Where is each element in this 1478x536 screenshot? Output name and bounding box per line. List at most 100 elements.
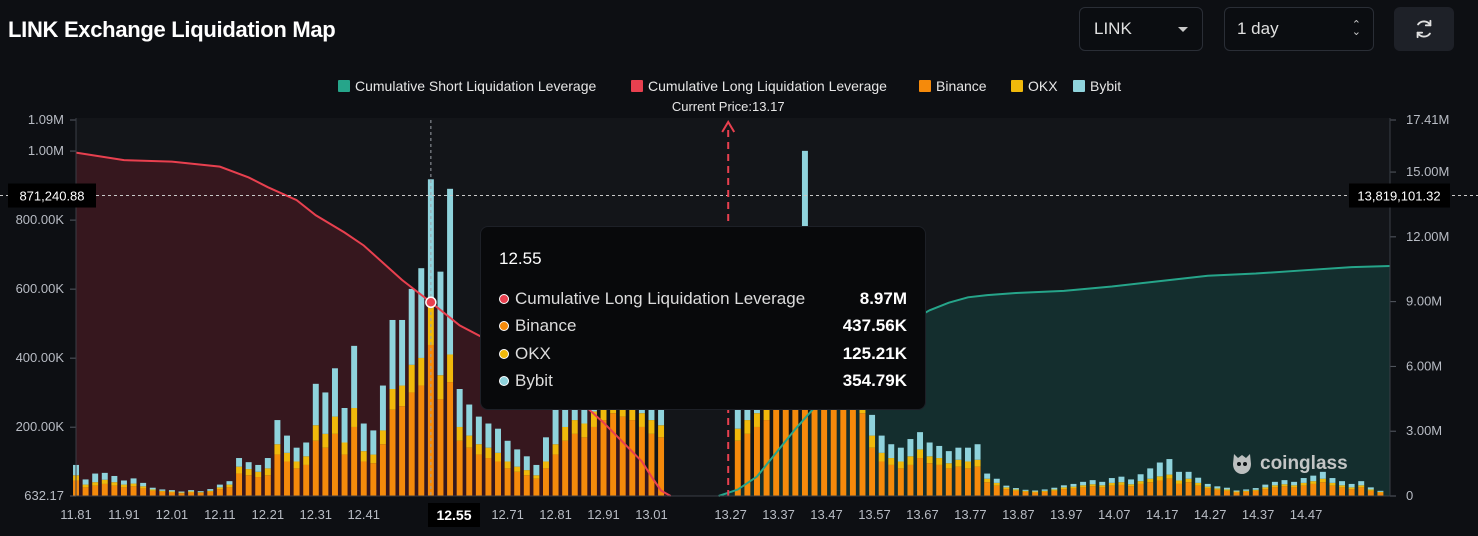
bybit-bar [1204, 483, 1211, 487]
binance-bar [1358, 487, 1365, 496]
bybit-bar [1358, 481, 1365, 486]
x-axis-label: 12.81 [539, 507, 572, 522]
okx-bar [1291, 485, 1298, 488]
okx-bar [149, 489, 156, 491]
binance-bar [1367, 490, 1374, 496]
crosshair-left-badge [8, 183, 96, 208]
binance-bar [821, 385, 828, 496]
binance-bar [1099, 487, 1106, 496]
binance-bar [111, 485, 118, 496]
okx-bar [303, 456, 310, 465]
bybit-bar [1223, 487, 1230, 490]
binance-bar [264, 475, 271, 496]
x-axis-label: 12.21 [252, 507, 285, 522]
left-axis-label: 200.00K [16, 419, 65, 434]
legend-label: Binance [936, 78, 987, 94]
binance-bar [370, 463, 377, 496]
page-title: LINK Exchange Liquidation Map [8, 17, 336, 42]
binance-bar [878, 461, 885, 496]
bybit-bar [1012, 488, 1019, 490]
okx-bar [399, 385, 406, 407]
binance-bar [120, 487, 127, 496]
okx-bar [763, 404, 770, 421]
bybit-bar [936, 445, 943, 459]
bybit-bar [945, 451, 952, 464]
okx-bar [351, 407, 358, 427]
bybit-bar [264, 458, 271, 469]
long-hover-point [425, 296, 437, 309]
okx-bar [408, 364, 415, 393]
binance-bar [1108, 485, 1115, 496]
okx-bar [264, 468, 271, 476]
binance-bar [514, 471, 521, 496]
binance-bar [188, 492, 195, 496]
okx-bar [1108, 482, 1115, 486]
period-select-value: 1 day [1237, 19, 1279, 38]
crosshair-right-badge [1349, 183, 1450, 208]
okx-bar [1032, 491, 1039, 493]
binance-bar [216, 489, 223, 496]
bybit-bar [159, 489, 166, 491]
binance-bar [619, 416, 626, 496]
okx-bar [188, 491, 195, 493]
logo-text: coinglass [1260, 453, 1348, 474]
bybit-bar [379, 385, 386, 431]
bybit-bar [984, 473, 991, 479]
okx-bar [101, 479, 108, 484]
tooltip-row-bybit: Bybit 354.79K [499, 368, 907, 396]
okx-bar [1147, 478, 1154, 483]
binance-bar [399, 406, 406, 496]
binance-bar [360, 461, 367, 496]
legend-label: Cumulative Short Liquidation Leverage [355, 78, 596, 94]
bybit-bar [917, 432, 924, 450]
okx-bar [965, 461, 971, 469]
bybit-bar [993, 478, 1000, 483]
binance-bar [1080, 487, 1087, 496]
bybit-bar [255, 464, 262, 472]
x-axis-label: 14.37 [1242, 507, 1275, 522]
binance-bar [456, 440, 463, 496]
crosshair-right-label: 13,819,101.32 [1357, 189, 1440, 204]
right-axis-label: 12.00M [1406, 229, 1449, 244]
bybit-bar [456, 389, 463, 427]
okx-bar [255, 471, 262, 478]
okx-bar [159, 490, 166, 492]
bybit-bar [236, 458, 243, 467]
binance-bar [984, 482, 991, 496]
bybit-bar [140, 482, 147, 487]
long-area [76, 152, 671, 496]
binance-bar [888, 464, 895, 496]
bybit-bar [197, 491, 204, 493]
bybit-bar [303, 442, 310, 457]
okx-bar [1128, 484, 1135, 487]
refresh-button[interactable] [1394, 7, 1454, 51]
okx-bar [514, 466, 521, 472]
right-axis-label: 17.41M [1406, 112, 1449, 127]
bybit-bar [504, 440, 511, 462]
okx-bar [456, 426, 463, 441]
asset-select[interactable]: LINK [1079, 7, 1203, 51]
okx-bar [427, 301, 434, 345]
bybit-bar [1022, 489, 1029, 491]
legend-label: Bybit [1090, 78, 1121, 94]
binance-bar [543, 468, 549, 496]
legend-swatch [338, 80, 350, 92]
okx-bar [936, 458, 943, 465]
okx-bar [389, 389, 396, 410]
okx-bar [1243, 490, 1250, 492]
period-select[interactable]: 1 day ⌃ ⌄ [1224, 7, 1374, 51]
binance-bar [293, 468, 300, 496]
binance-bar [1300, 485, 1307, 496]
okx-bar [955, 459, 962, 467]
x-axis-label: 13.87 [1002, 507, 1035, 522]
left-axis-label: 632.17 [24, 488, 64, 503]
legend-swatch [1073, 80, 1085, 92]
okx-bar [447, 354, 454, 383]
okx-bar [1070, 486, 1077, 489]
binance-bar [1051, 490, 1058, 496]
binance-bar [485, 458, 492, 496]
x-axis-label: 13.01 [635, 507, 668, 522]
x-axis-label: 12.31 [300, 507, 333, 522]
bybit-bar [360, 423, 367, 452]
